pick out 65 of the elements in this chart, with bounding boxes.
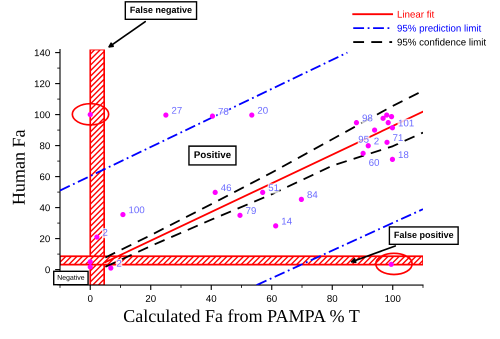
annotation: 2 (374, 138, 379, 144)
y-tick-label: 80 (40, 142, 50, 150)
point (273, 223, 278, 228)
point (390, 125, 396, 130)
point (388, 262, 394, 267)
annotation: 51 (268, 184, 279, 192)
annotation: 2 (102, 228, 108, 236)
point (384, 112, 390, 118)
annotation: 101 (398, 120, 414, 126)
point (237, 212, 243, 218)
point (210, 114, 216, 119)
point (249, 112, 254, 118)
x-tick-label: 60 (266, 295, 277, 302)
point (372, 127, 378, 133)
point (360, 150, 366, 156)
annotation: 2 (116, 260, 122, 267)
annotation: 14 (282, 218, 292, 224)
y-tick-label: 40 (40, 204, 50, 212)
point (94, 234, 100, 240)
annotation: 98 (362, 114, 372, 122)
annotation: Positive (194, 150, 231, 158)
annotation: 78 (218, 108, 228, 115)
annotation: False negative (130, 6, 192, 15)
y-tick-label: 20 (40, 235, 50, 242)
annotation: 84 (307, 191, 318, 198)
point (212, 190, 218, 196)
point (366, 143, 371, 148)
point (260, 190, 266, 196)
point (88, 264, 93, 270)
legend-label: Linear fit (398, 10, 434, 18)
point (108, 265, 114, 271)
annotation: 60 (369, 159, 380, 166)
y-tick-label: 60 (40, 173, 50, 180)
legend-label: 95% confidence limit (397, 38, 486, 46)
y-tick-label: 0 (45, 266, 50, 274)
x-axis-title: Calculated Fa from PAMPA % T (124, 309, 360, 322)
y-axis-title: Human Fa (12, 130, 25, 205)
annotation: 95 (358, 136, 369, 143)
annotation: 46 (220, 184, 232, 192)
point (384, 140, 390, 145)
x-tick-label: 20 (146, 295, 156, 302)
point (388, 114, 394, 120)
y-tick-label: 140 (34, 49, 50, 56)
point (88, 259, 93, 264)
annotation: 18 (398, 151, 408, 158)
x-tick-label: 40 (206, 295, 216, 302)
point (120, 212, 126, 218)
x-tick-label: 100 (385, 295, 400, 302)
x-tick-label: 80 (327, 295, 338, 302)
point (298, 196, 304, 202)
annotation: 71 (393, 134, 403, 141)
y-tick-label: 100 (34, 111, 50, 118)
y-tick-label: 120 (34, 80, 50, 88)
annotation: 79 (246, 207, 256, 214)
point (163, 112, 168, 118)
point (380, 116, 386, 121)
annotation: 20 (258, 106, 268, 114)
annotation: 27 (172, 106, 182, 114)
point (390, 156, 396, 162)
point (354, 120, 360, 126)
point (386, 120, 391, 126)
legend-label: 95% prediction limit (397, 24, 482, 34)
annotation: False positive (394, 231, 454, 240)
x-tick-label: 0 (88, 295, 93, 302)
annotation: 100 (129, 206, 144, 214)
